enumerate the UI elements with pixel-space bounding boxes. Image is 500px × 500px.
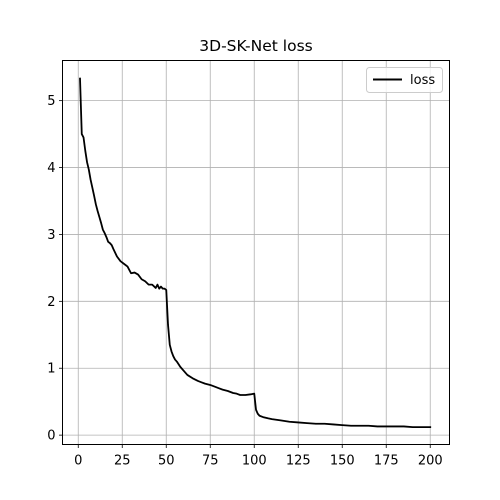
ticks: 0 25 50 75 100 125 150 175 200 0 1 2 3 4 5 [47, 94, 442, 468]
grid [62, 60, 450, 445]
y-tick-label: 5 [47, 94, 55, 109]
y-tick-label: 3 [47, 228, 55, 243]
legend: loss [366, 67, 443, 93]
y-tick-label: 1 [47, 362, 55, 377]
x-tick-label: 100 [242, 454, 267, 469]
plot-frame [62, 60, 450, 445]
x-tick-label: 200 [418, 454, 443, 469]
y-tick-label: 0 [47, 429, 55, 444]
y-tick-label: 2 [47, 295, 55, 310]
x-tick-label: 125 [286, 454, 311, 469]
chart-title: 3D-SK-Net loss [199, 37, 312, 55]
x-tick-label: 25 [114, 454, 131, 469]
x-tick-label: 50 [158, 454, 175, 469]
x-tick-label: 175 [374, 454, 399, 469]
x-tick-label: 0 [74, 454, 82, 469]
x-tick-label: 75 [202, 454, 219, 469]
series-layer [79, 77, 432, 429]
y-tick-label: 4 [47, 161, 55, 176]
x-tick-label: 150 [330, 454, 355, 469]
legend-box [366, 67, 443, 93]
loss-series-line [79, 77, 432, 429]
legend-label: loss [410, 73, 435, 88]
